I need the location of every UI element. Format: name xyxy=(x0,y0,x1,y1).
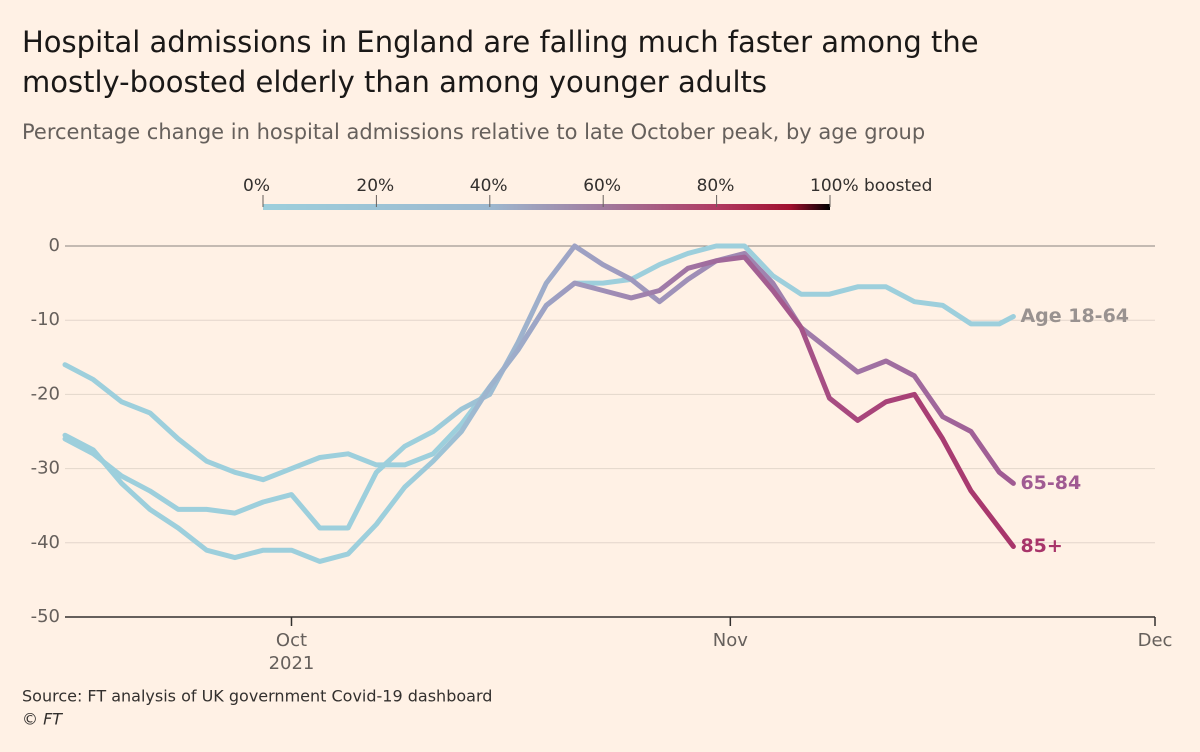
y-tick-label: -40 xyxy=(31,532,60,553)
colorbar xyxy=(263,204,830,210)
series-line xyxy=(62,254,1016,564)
y-tick-label: -50 xyxy=(31,606,60,627)
y-tick-label: 0 xyxy=(49,235,60,256)
credit: © FT xyxy=(22,710,63,729)
series-line xyxy=(62,243,1016,531)
source: Source: FT analysis of UK government Cov… xyxy=(22,687,492,706)
x-tick-year: 2021 xyxy=(269,653,315,674)
chart-subtitle: Percentage change in hospital admissions… xyxy=(22,120,925,144)
colorbar-tick-label: 0% xyxy=(243,176,270,196)
chart-title: Hospital admissions in England are falli… xyxy=(22,25,979,99)
colorbar-tick-label: 80% xyxy=(697,176,735,196)
x-tick-label: Dec xyxy=(1138,630,1173,651)
series-label: 65-84 xyxy=(1020,472,1081,494)
colorbar-tick-label: 20% xyxy=(356,176,394,196)
x-tick-label: Oct xyxy=(276,630,307,651)
colorbar-tick-label: 40% xyxy=(470,176,508,196)
series-label: Age 18-64 xyxy=(1020,305,1129,327)
series-label: 85+ xyxy=(1020,535,1062,557)
colorbar-tick-label: 100% boosted xyxy=(810,176,932,196)
y-tick-label: -20 xyxy=(31,383,60,404)
series-line xyxy=(62,243,1016,483)
y-tick-label: -10 xyxy=(31,309,60,330)
x-tick-label: Nov xyxy=(713,630,748,651)
y-tick-label: -30 xyxy=(31,458,60,479)
colorbar-tick-label: 60% xyxy=(583,176,621,196)
